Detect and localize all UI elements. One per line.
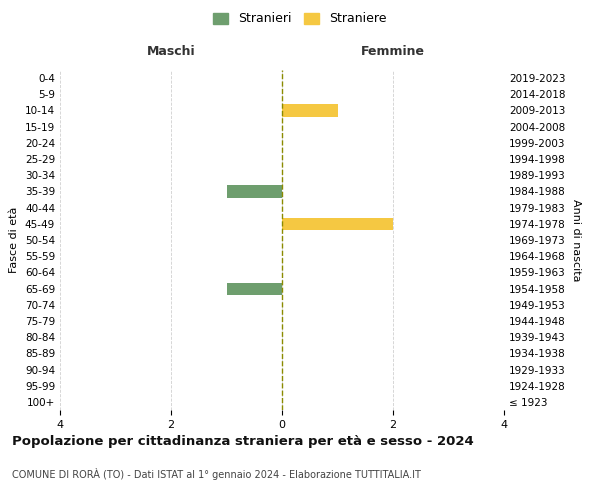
Legend: Stranieri, Straniere: Stranieri, Straniere [209,8,391,29]
Text: Maschi: Maschi [146,45,196,58]
Bar [282,104,337,117]
Bar [282,218,393,230]
Text: COMUNE DI RORÀ (TO) - Dati ISTAT al 1° gennaio 2024 - Elaborazione TUTTITALIA.IT: COMUNE DI RORÀ (TO) - Dati ISTAT al 1° g… [12,468,421,479]
Bar [227,186,282,198]
Y-axis label: Fasce di età: Fasce di età [10,207,19,273]
Text: Popolazione per cittadinanza straniera per età e sesso - 2024: Popolazione per cittadinanza straniera p… [12,435,474,448]
Text: Femmine: Femmine [361,45,425,58]
Bar [227,282,282,294]
Y-axis label: Anni di nascita: Anni di nascita [571,198,581,281]
